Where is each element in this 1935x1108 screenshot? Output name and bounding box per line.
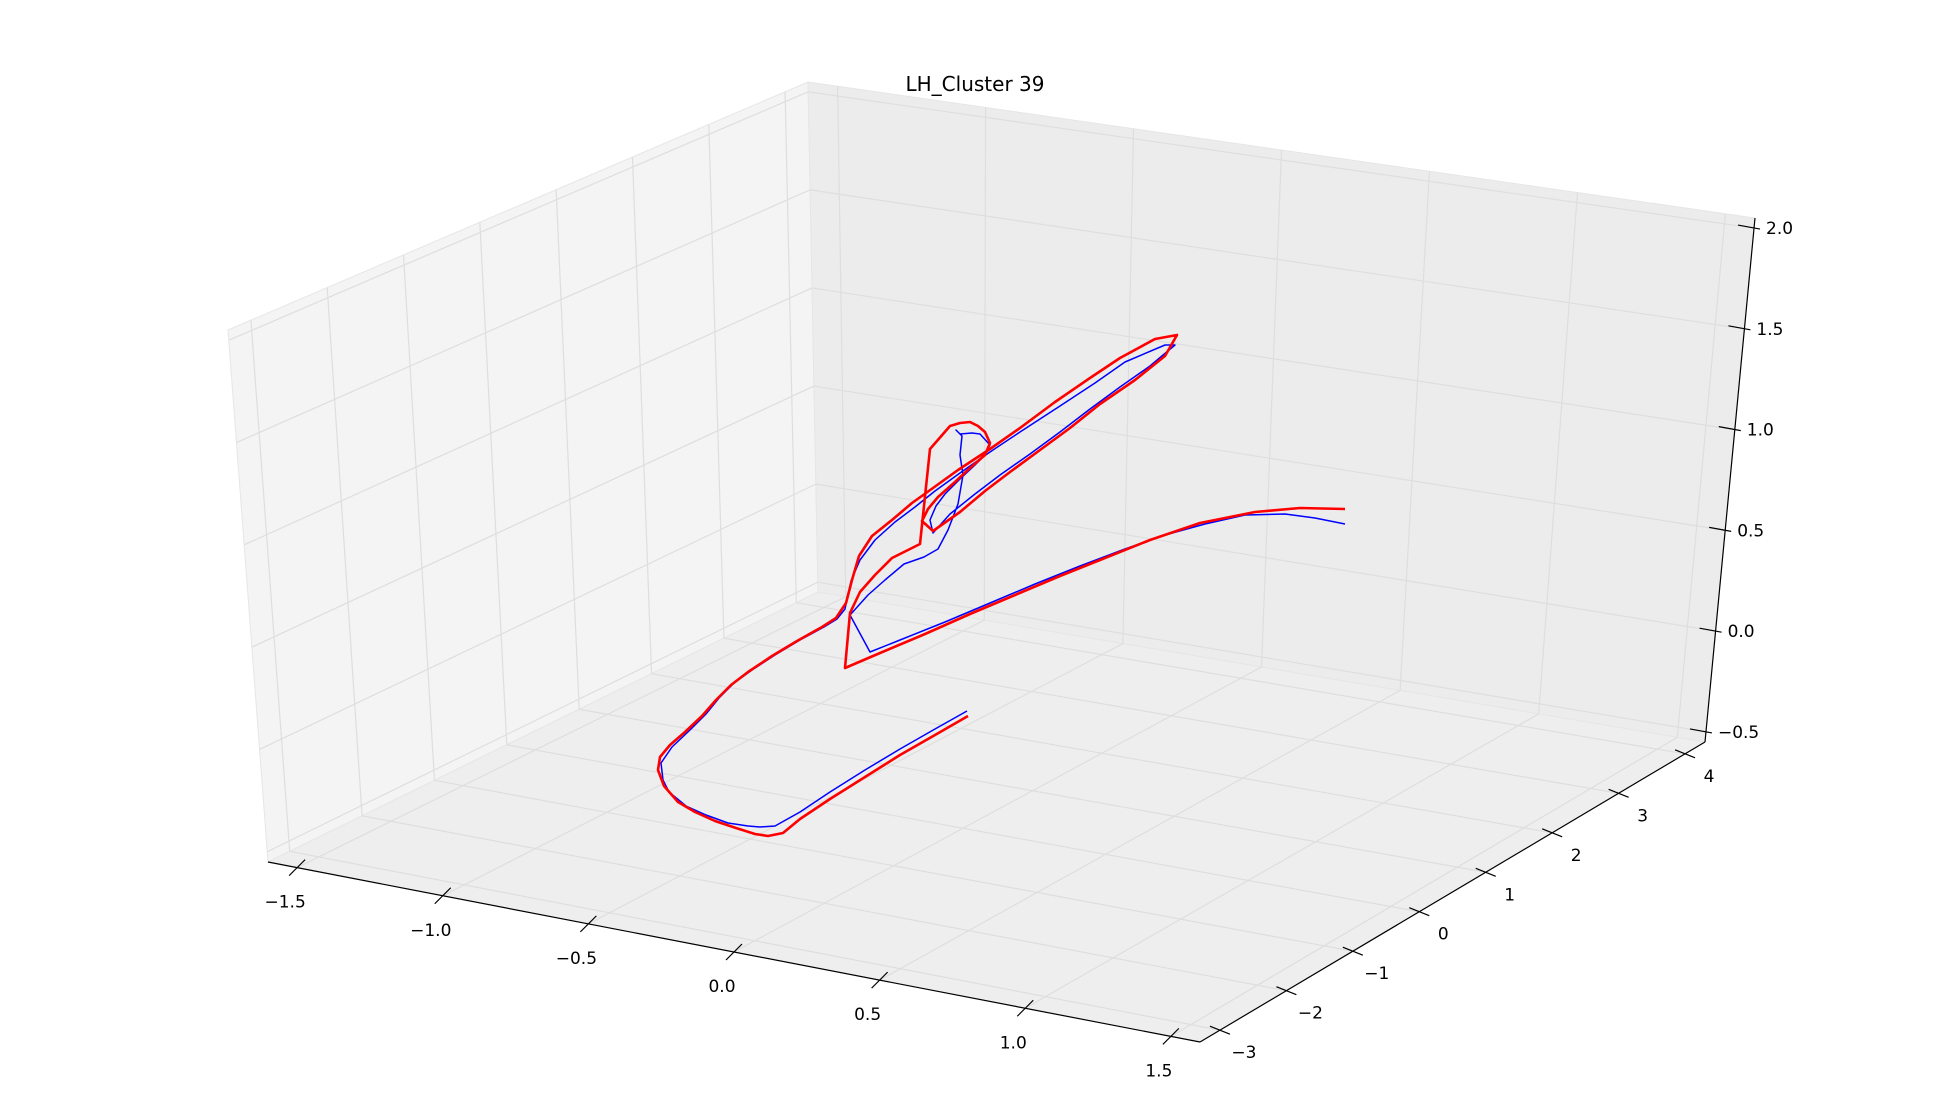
y-tick-mark <box>1342 946 1364 956</box>
z-axis-line <box>1704 217 1756 743</box>
y-tick-mark <box>1409 907 1430 917</box>
z-gridline-right <box>813 385 1726 531</box>
z-gridline-left <box>243 287 813 546</box>
z-tick-mark <box>1709 526 1732 532</box>
y-tick-label: 4 <box>1704 767 1715 787</box>
z-tick-mark <box>1689 728 1713 734</box>
y-tick-label: 0 <box>1438 925 1449 945</box>
y-gridline-floor <box>796 602 1686 755</box>
z-gridline-left <box>236 189 811 444</box>
x-gridline-wall <box>836 86 847 597</box>
y-tick-mark <box>1608 788 1629 798</box>
x-tick-label: 0.5 <box>854 1005 881 1025</box>
x-gridline-floor <box>879 689 1401 981</box>
z-gridline-left <box>251 385 815 648</box>
z-gridline-left <box>228 91 809 341</box>
x-tick-mark <box>1162 1027 1180 1045</box>
z-tick-label: 0.5 <box>1737 521 1764 541</box>
x-gridline-floor <box>442 619 985 897</box>
z-tick-label: −0.5 <box>1718 723 1759 743</box>
x-tick-mark <box>725 943 743 961</box>
y-gridline-floor <box>434 779 1353 952</box>
z-gridline-right <box>808 91 1755 229</box>
z-gridline-left <box>259 483 817 751</box>
z-gridline-right <box>817 581 1707 733</box>
series-blue-line <box>660 344 1346 828</box>
z-gridline-left <box>266 581 819 853</box>
y-tick-label: 1 <box>1504 885 1515 905</box>
y-gridline-floor <box>289 850 1221 1031</box>
x-tick-label: −0.5 <box>556 949 597 969</box>
y-gridline-wall <box>250 320 291 852</box>
z-tick-label: 2.0 <box>1766 219 1793 239</box>
y-tick-label: 3 <box>1637 806 1648 826</box>
x-gridline-wall <box>1399 171 1431 691</box>
x-tick-label: 1.0 <box>1000 1033 1027 1053</box>
y-tick-mark <box>1475 867 1496 877</box>
x-gridline-wall <box>983 107 987 621</box>
y-gridline-wall <box>326 287 363 816</box>
ticks <box>288 224 1761 1045</box>
x-gridline-floor <box>296 596 846 869</box>
y-gridline-floor <box>361 815 1287 992</box>
x-tick-mark <box>579 915 597 933</box>
y-tick-mark <box>1276 986 1297 996</box>
y-axis-line <box>1199 741 1706 1043</box>
x-gridline-floor <box>733 666 1262 953</box>
y-tick-mark <box>1209 1025 1231 1035</box>
y-tick-mark <box>1674 749 1696 759</box>
y-gridline-floor <box>579 708 1486 873</box>
z-tick-mark <box>1728 325 1751 331</box>
x-tick-label: 0.0 <box>708 977 735 997</box>
z-tick-label: 1.5 <box>1756 320 1783 340</box>
x-tick-mark <box>288 859 306 877</box>
x-gridline-wall <box>1538 192 1579 714</box>
z-tick-mark <box>1699 627 1722 633</box>
x-tick-mark <box>871 971 889 989</box>
z-tick-mark <box>1737 224 1761 230</box>
y-gridline-floor <box>723 637 1619 794</box>
y-gridline-wall <box>784 91 797 603</box>
gridlines <box>228 86 1755 1037</box>
x-tick-label: −1.5 <box>264 893 305 913</box>
y-tick-label: −2 <box>1298 1004 1323 1024</box>
z-gridline-right <box>810 189 1745 330</box>
x-gridline-wall <box>1260 149 1283 668</box>
series-red-line <box>656 333 1346 838</box>
z-tick-label: 0.0 <box>1728 622 1755 642</box>
x-gridline-floor <box>1024 713 1539 1009</box>
z-tick-label: 1.0 <box>1747 421 1774 441</box>
x-gridline-floor <box>1170 736 1678 1037</box>
y-gridline-wall <box>708 124 725 639</box>
x-gridline-wall <box>1676 213 1727 738</box>
y-gridline-wall <box>555 189 580 710</box>
x-tick-label: −1.0 <box>410 921 451 941</box>
y-tick-label: 2 <box>1571 846 1582 866</box>
z-tick-mark <box>1718 426 1741 432</box>
y-tick-label: −1 <box>1364 964 1389 984</box>
y-gridline-wall <box>402 254 436 781</box>
x-tick-label: 1.5 <box>1145 1061 1172 1081</box>
y-tick-mark <box>1541 828 1563 838</box>
y-gridline-wall <box>479 222 508 745</box>
chart-title: LH_Cluster 39 <box>906 72 1045 96</box>
x-tick-mark <box>434 887 452 905</box>
z-gridline-right <box>811 287 1735 431</box>
x-tick-mark <box>1016 999 1034 1017</box>
tick-labels: −1.5 −1.0 −0.5 0.0 0.5 1.0 1.5 −3 −2 −1 0 1 2 3 4 −0.5 0… <box>264 219 1793 1081</box>
y-gridline-floor <box>651 673 1553 834</box>
y-tick-label: −3 <box>1231 1043 1256 1063</box>
y-gridline-wall <box>631 157 653 674</box>
